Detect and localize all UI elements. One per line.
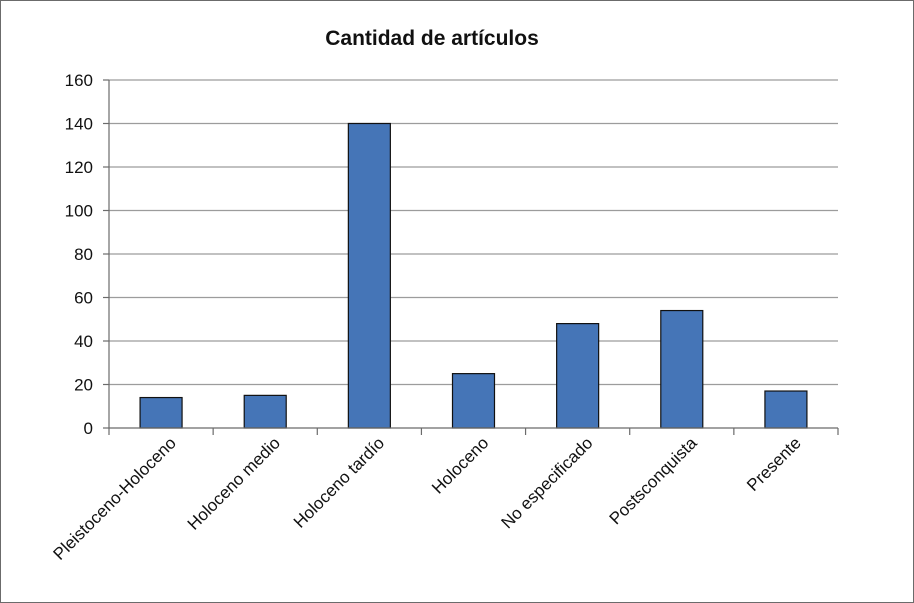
bar bbox=[139, 396, 183, 429]
y-tick-label: 100 bbox=[65, 202, 93, 221]
bars bbox=[139, 122, 808, 429]
x-tick-label: Pleistoceno-Holoceno bbox=[50, 433, 180, 563]
x-tick-label: Holoceno bbox=[428, 433, 492, 497]
x-tick-label: Presente bbox=[743, 433, 805, 495]
y-tick-labels: 0 20 40 60 80 100 120 140 160 bbox=[65, 71, 93, 438]
bar bbox=[451, 373, 496, 429]
bar bbox=[764, 390, 808, 429]
x-tick-label: Holoceno tardío bbox=[290, 433, 388, 531]
chart-title: Cantidad de artículos bbox=[325, 27, 539, 50]
bar bbox=[660, 309, 704, 429]
x-tick-labels: Pleistoceno-Holoceno Holoceno medio Holoce… bbox=[50, 433, 805, 564]
x-tick-label: Holoceno medio bbox=[184, 433, 284, 533]
y-tick-label: 80 bbox=[74, 245, 93, 264]
x-tick-label: Postsconquista bbox=[606, 433, 701, 528]
y-tick-label: 140 bbox=[65, 115, 93, 134]
y-tick-label: 40 bbox=[74, 332, 93, 351]
gridlines bbox=[109, 79, 838, 386]
y-tick-label: 0 bbox=[84, 419, 93, 438]
y-tick-label: 60 bbox=[74, 289, 93, 308]
x-tick-label: No especificado bbox=[497, 433, 596, 532]
axes bbox=[103, 79, 839, 435]
y-tick-label: 20 bbox=[74, 376, 93, 395]
bar bbox=[556, 323, 600, 429]
y-tick-label: 160 bbox=[65, 71, 93, 90]
bar bbox=[243, 394, 287, 429]
y-tick-label: 120 bbox=[65, 158, 93, 177]
bar bbox=[347, 122, 391, 429]
